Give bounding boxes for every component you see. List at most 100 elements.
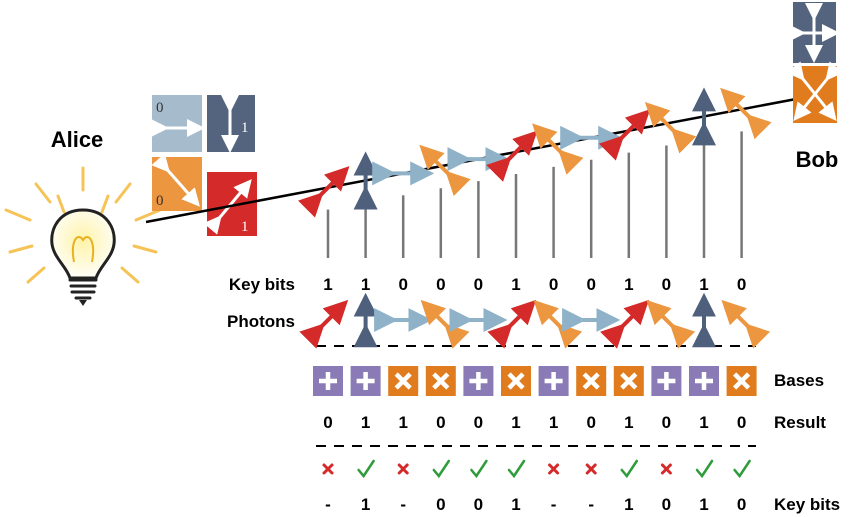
channel-photon-diag-right-icon: [486, 130, 538, 182]
basis-x-icon: [388, 366, 419, 396]
photon-diag-left-icon: [721, 299, 771, 349]
final-key-bit-value: -: [400, 495, 406, 514]
final-key-bit-value: -: [551, 495, 557, 514]
result-value: 1: [398, 413, 407, 432]
photon-diag-right-icon: [487, 299, 537, 349]
key-bit-value: 0: [549, 275, 558, 294]
final-key-bit-value: 0: [662, 495, 671, 514]
result-value: 0: [323, 413, 332, 432]
photons-row: [299, 292, 771, 349]
final-key-bit-value: -: [588, 495, 594, 514]
key-bits-row: 1 1 0 0 0 1 0 0 1 0 1 0: [323, 275, 746, 294]
final-key-bit-value: 1: [361, 495, 370, 514]
channel-photon-diag-left-icon: [644, 102, 697, 154]
check-icon: [432, 459, 451, 479]
result-value: 1: [549, 413, 558, 432]
final-key-bit-value: 1: [511, 495, 520, 514]
photon-diag-right-icon: [299, 299, 349, 349]
key-bit-value: 0: [436, 275, 445, 294]
photon-stems: [326, 131, 743, 258]
filter-horizontal: 0: [151, 95, 205, 152]
bases-row: [313, 366, 757, 396]
check-icon: [470, 459, 488, 479]
cross-icon: [585, 463, 597, 475]
result-value: 0: [436, 413, 445, 432]
final-key-bit-value: 0: [436, 495, 445, 514]
check-icon: [620, 459, 639, 479]
key-bit-value: 0: [398, 275, 407, 294]
filter-diagonal-right: 1: [203, 172, 257, 236]
channel-photon-diag-left-icon: [720, 87, 772, 140]
final-key-bit-value: 1: [624, 495, 633, 514]
result-row-label: Result: [774, 413, 826, 432]
basis-x-icon: [726, 366, 757, 396]
key-bit-value: 0: [586, 275, 595, 294]
basis-x-icon: [576, 366, 607, 396]
check-icon: [695, 459, 714, 479]
cross-icon: [397, 463, 409, 475]
light-bulb-icon: [4, 166, 162, 306]
key-bit-value: 0: [662, 275, 671, 294]
photon-diag-left-icon: [646, 299, 696, 349]
result-value: 0: [586, 413, 595, 432]
result-row: 0 1 1 0 0 1 1 0 1 0 1 0: [323, 413, 746, 432]
final-key-bits-row: - 1 - 0 0 1 - - 1 0 1 0: [325, 495, 746, 514]
bob-plus-filter-icon: [788, 2, 840, 63]
key-bit-value: 0: [474, 275, 483, 294]
channel-photon-diag-left-icon: [532, 123, 584, 175]
bases-row-label: Bases: [774, 371, 824, 390]
bob-x-filter-icon: [786, 61, 844, 123]
bob-filter-panel: [786, 2, 844, 123]
basis-plus-icon: [350, 366, 381, 396]
key-bit-value: 1: [361, 275, 370, 294]
filter-bit-top-right: 1: [241, 120, 249, 136]
final-key-bits-row-label: Key bits: [774, 495, 840, 514]
check-icon: [357, 459, 375, 479]
final-key-bit-value: 0: [737, 495, 746, 514]
key-bit-value: 0: [737, 275, 746, 294]
filter-bit-bottom-right: 1: [241, 219, 249, 235]
channel-photons: [298, 87, 772, 218]
key-bit-value: 1: [699, 275, 708, 294]
alice-filter-panel: 0 1 0 1: [151, 95, 257, 236]
basis-x-icon: [425, 366, 456, 396]
result-value: 0: [474, 413, 483, 432]
filter-bit-top-left: 0: [156, 100, 164, 116]
final-key-bit-value: 1: [699, 495, 708, 514]
filter-diagonal-left: 0: [151, 153, 202, 211]
result-value: 1: [699, 413, 708, 432]
alice-label: Alice: [51, 127, 104, 152]
filter-vertical: 1: [207, 95, 255, 153]
photon-diag-right-icon: [600, 299, 649, 349]
final-key-bit-value: 0: [474, 495, 483, 514]
photon-diag-left-icon: [420, 299, 470, 349]
cross-icon: [660, 463, 672, 475]
result-value: 1: [624, 413, 633, 432]
result-value: 1: [511, 413, 520, 432]
final-key-bit-value: -: [325, 495, 331, 514]
basis-plus-icon: [538, 366, 569, 396]
key-bits-row-label: Key bits: [229, 275, 295, 294]
key-bit-value: 1: [323, 275, 332, 294]
cross-icon: [322, 463, 334, 475]
result-value: 0: [662, 413, 671, 432]
match-row: [322, 459, 751, 479]
basis-x-icon: [613, 366, 644, 396]
basis-x-icon: [501, 366, 531, 396]
basis-plus-icon: [313, 366, 343, 396]
cross-icon: [548, 463, 560, 475]
photon-diag-left-icon: [533, 299, 583, 349]
channel-photon-diag-right-icon: [298, 166, 350, 218]
basis-plus-icon: [689, 366, 719, 396]
basis-plus-icon: [463, 366, 494, 396]
channel-photon-diag-left-icon: [419, 144, 471, 197]
key-bit-value: 1: [624, 275, 633, 294]
basis-plus-icon: [651, 366, 682, 396]
result-value: 0: [737, 413, 746, 432]
check-icon: [733, 459, 751, 479]
check-icon: [507, 459, 526, 479]
filter-bit-bottom-left: 0: [156, 193, 164, 209]
result-value: 1: [361, 413, 370, 432]
key-bit-value: 1: [511, 275, 520, 294]
